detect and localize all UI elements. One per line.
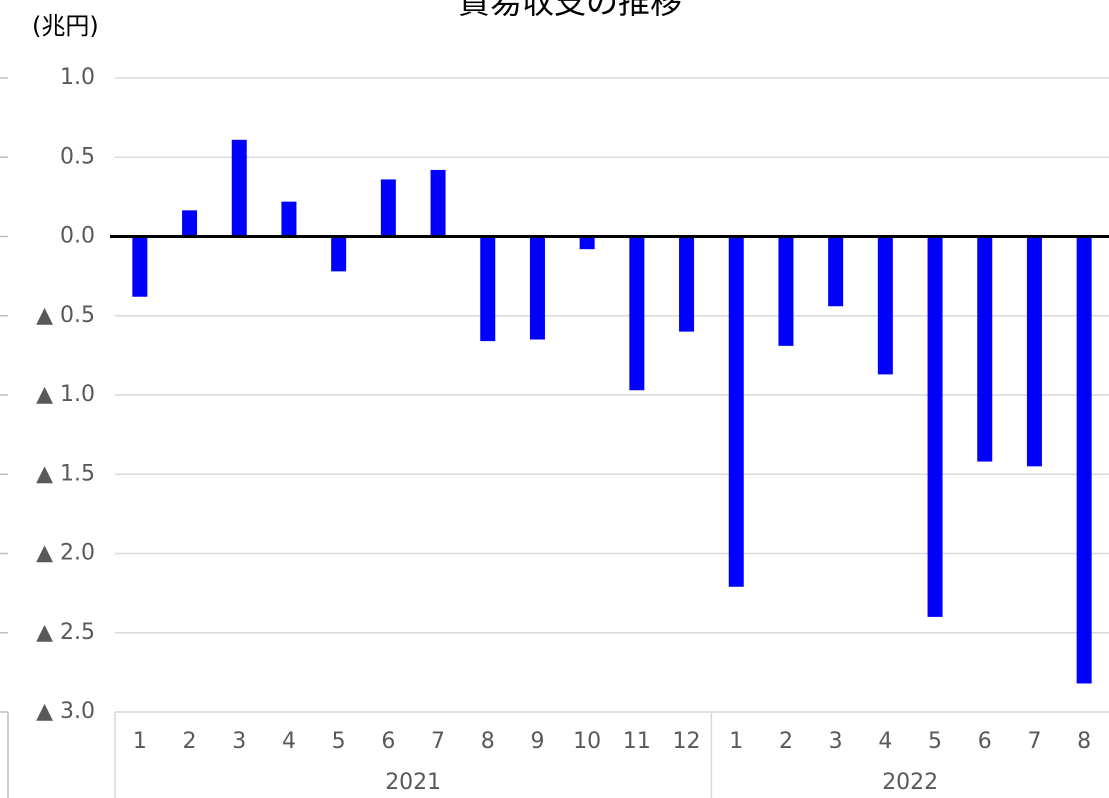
- x-tick-label: 1: [133, 729, 147, 754]
- x-tick-label: 8: [481, 729, 495, 754]
- x-tick-label: 6: [381, 729, 395, 754]
- bar: [679, 236, 695, 332]
- x-tick-label: 10: [573, 729, 601, 754]
- y-tick-label: ▲ 2.0: [36, 541, 95, 566]
- y-tick-label: 0.0: [60, 224, 95, 249]
- bar: [579, 236, 595, 250]
- x-group-label: 2021: [385, 770, 441, 795]
- y-axis-label: (兆円): [32, 12, 99, 40]
- bar: [728, 236, 744, 587]
- x-tick-label: 8: [1077, 729, 1091, 754]
- bar: [430, 169, 446, 237]
- bar: [182, 210, 198, 237]
- y-tick-label: ▲ 0.5: [36, 303, 95, 328]
- x-tick-label: 6: [978, 729, 992, 754]
- bar: [1076, 236, 1092, 684]
- bar: [629, 236, 645, 391]
- y-tick-label: 0.5: [60, 144, 95, 169]
- x-group-label: 2022: [882, 770, 938, 795]
- bar: [231, 139, 247, 237]
- y-tick-label: ▲ 2.5: [36, 620, 95, 645]
- bar: [778, 236, 794, 346]
- x-tick-label: 7: [431, 729, 445, 754]
- y-tick-label: ▲ 1.5: [36, 461, 95, 486]
- y-tick-label: 1.0: [60, 65, 95, 90]
- x-tick-label: 2: [779, 729, 793, 754]
- bar: [132, 236, 148, 297]
- bar: [828, 236, 844, 307]
- x-tick-label: 5: [928, 729, 942, 754]
- x-tick-label: 3: [829, 729, 843, 754]
- bar: [977, 236, 993, 462]
- bar: [380, 179, 396, 237]
- x-tick-label: 7: [1027, 729, 1041, 754]
- bar: [529, 236, 545, 340]
- x-tick-label: 5: [332, 729, 346, 754]
- bar: [1026, 236, 1042, 467]
- x-tick-label: 4: [878, 729, 892, 754]
- bar: [281, 201, 297, 237]
- y-tick-label: ▲ 1.0: [36, 382, 95, 407]
- bar: [331, 236, 347, 272]
- bar: [927, 236, 943, 617]
- x-tick-label: 12: [673, 729, 701, 754]
- x-tick-label: 1: [729, 729, 743, 754]
- bar: [480, 236, 496, 342]
- x-tick-label: 3: [232, 729, 246, 754]
- x-tick-label: 4: [282, 729, 296, 754]
- x-tick-label: 2: [183, 729, 197, 754]
- x-tick-label: 9: [530, 729, 544, 754]
- bar: [877, 236, 893, 375]
- y-tick-label: ▲ 3.0: [36, 699, 95, 724]
- x-tick-label: 11: [623, 729, 651, 754]
- chart-title: 貿易収支の推移: [458, 0, 682, 21]
